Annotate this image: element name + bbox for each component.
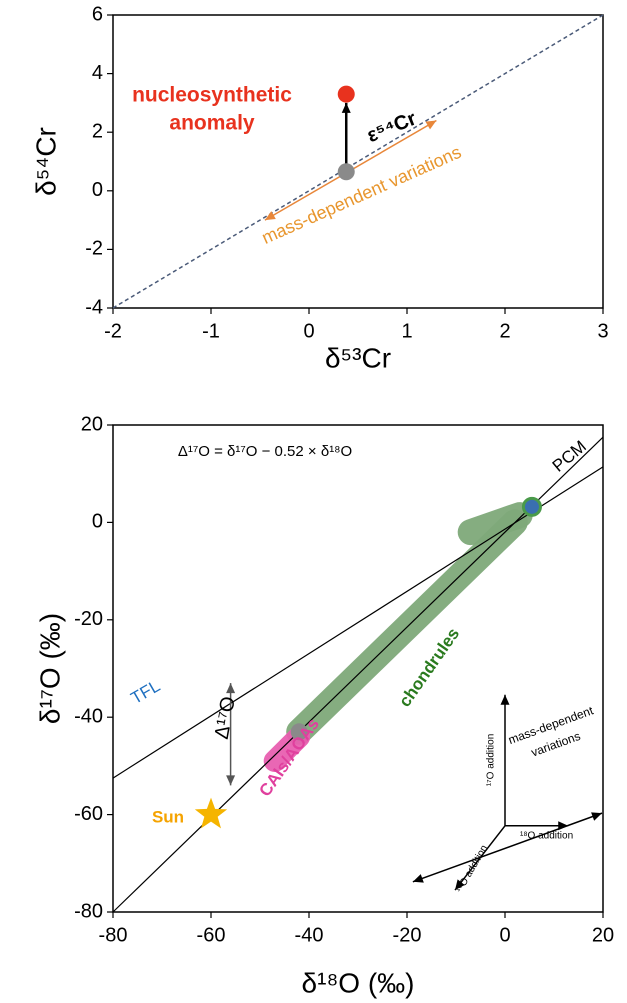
y-tick-label: -40 xyxy=(74,705,103,727)
y-tick-label: 4 xyxy=(92,62,103,84)
x-tick-label: 3 xyxy=(597,320,608,342)
arrow-head xyxy=(500,694,510,705)
y-tick-label: 0 xyxy=(92,511,103,533)
band xyxy=(457,502,533,546)
arrow-head xyxy=(425,120,437,130)
y-axis-label: δ¹⁷O (‰) xyxy=(34,613,65,724)
y-tick-label: 2 xyxy=(92,120,103,142)
x-tick-label: -20 xyxy=(393,924,422,946)
arrow-head xyxy=(226,683,236,694)
annotation: anomaly xyxy=(169,112,255,135)
annotation: Δ¹⁷O xyxy=(211,695,240,741)
plot-frame xyxy=(112,424,604,913)
point xyxy=(337,163,355,181)
reference-line xyxy=(112,436,604,913)
reference-line xyxy=(112,14,604,309)
x-tick-label: 0 xyxy=(303,320,314,342)
x-axis-label: δ⁵³Cr xyxy=(325,342,391,373)
annotation: nucleosynthetic xyxy=(132,84,292,107)
y-tick-label: -2 xyxy=(85,238,103,260)
y-tick-label: 0 xyxy=(92,179,103,201)
y-tick-label: -4 xyxy=(85,296,103,318)
annotation: mass-dependent variations xyxy=(259,142,465,248)
y-tick-label: -60 xyxy=(74,803,103,825)
x-tick-label: 1 xyxy=(401,320,412,342)
x-axis-label: δ¹⁸O (‰) xyxy=(302,967,415,998)
y-tick-label: 6 xyxy=(92,3,103,25)
y-tick-label: -20 xyxy=(74,608,103,630)
y-axis-label: δ⁵⁴Cr xyxy=(30,127,61,196)
x-tick-label: 20 xyxy=(592,924,614,946)
plot-frame xyxy=(112,14,604,309)
point xyxy=(194,797,228,829)
point xyxy=(337,85,355,103)
x-tick-label: -80 xyxy=(99,924,128,946)
y-tick-label: 20 xyxy=(81,413,103,435)
annotation: ¹⁶O addition xyxy=(454,843,490,894)
x-tick-label: -60 xyxy=(197,924,226,946)
point xyxy=(521,496,542,517)
annotation: Sun xyxy=(152,807,184,826)
arrow-head xyxy=(264,211,276,221)
x-tick-label: -40 xyxy=(295,924,324,946)
annotation: TFL xyxy=(128,676,164,708)
annotation: ¹⁸O addition xyxy=(520,831,573,842)
annotation: Δ¹⁷O = δ¹⁷O − 0.52 × δ¹⁸O xyxy=(178,443,352,460)
arrow-head xyxy=(226,775,236,786)
x-tick-label: 2 xyxy=(499,320,510,342)
arrow-head xyxy=(341,102,351,113)
arrow xyxy=(412,812,603,883)
annotation: ¹⁷O addition xyxy=(486,734,497,787)
x-tick-label: -1 xyxy=(202,320,220,342)
reference-line xyxy=(112,466,604,779)
y-tick-label: -80 xyxy=(74,900,103,922)
arrow-head xyxy=(455,879,465,891)
x-tick-label: 0 xyxy=(499,924,510,946)
arrow-head xyxy=(591,812,603,821)
band xyxy=(263,725,311,773)
arrow-head xyxy=(412,874,424,883)
x-tick-label: -2 xyxy=(104,320,122,342)
point xyxy=(290,723,308,741)
